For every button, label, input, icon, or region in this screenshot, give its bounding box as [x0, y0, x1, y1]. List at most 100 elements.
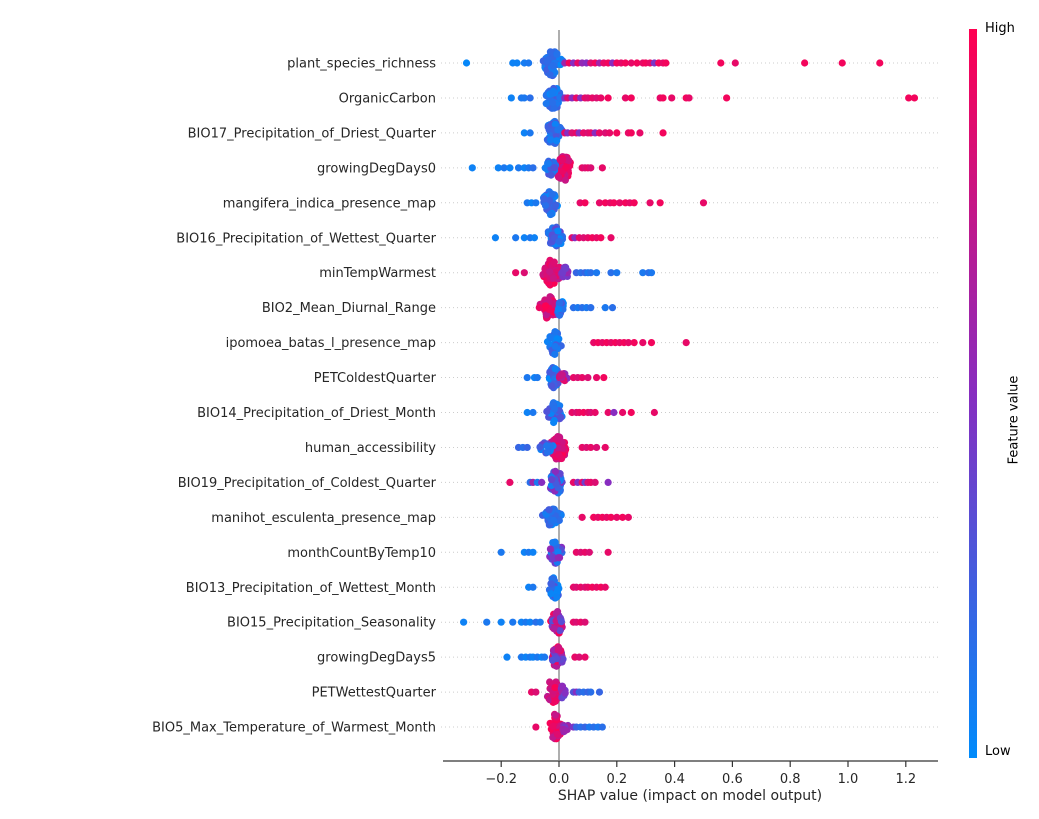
shap-dot	[595, 199, 604, 207]
shap-dot	[647, 339, 656, 347]
shap-dot	[562, 264, 570, 273]
shap-dot	[549, 516, 558, 525]
shap-dot	[587, 304, 595, 312]
shap-dot	[550, 259, 558, 267]
x-tick-label: 1.0	[838, 772, 859, 787]
shap-dot	[561, 726, 569, 735]
shap-dot	[549, 722, 557, 730]
shap-dot	[723, 94, 731, 102]
shap-dot	[610, 408, 618, 417]
feature-label: growingDegDays5	[317, 651, 436, 666]
x-tick-label: 0.2	[606, 772, 627, 787]
shap-dot	[538, 478, 546, 486]
shap-dot	[526, 618, 534, 626]
x-tick-label: 0.0	[549, 772, 570, 787]
shap-dot	[717, 59, 725, 67]
shap-dot	[618, 408, 627, 417]
shap-dot	[551, 538, 559, 546]
feature-label: BIO19_Precipitation_of_Coldest_Quarter	[178, 476, 437, 491]
shap-dot	[544, 159, 553, 168]
shap-dot	[546, 210, 555, 219]
shap-dot	[608, 304, 617, 312]
shap-dot	[633, 59, 641, 67]
shap-dot	[523, 373, 531, 382]
shap-dot	[597, 234, 605, 242]
shap-dot	[557, 618, 566, 626]
shap-dot	[601, 304, 609, 312]
shap-dot	[561, 689, 569, 697]
shap-dot	[523, 408, 531, 417]
shap-dot	[556, 299, 564, 307]
feature-label: manihot_esculenta_presence_map	[211, 511, 436, 526]
shap-dot	[838, 59, 846, 67]
shap-dot	[595, 688, 604, 696]
shap-dot	[627, 129, 635, 137]
shap-dot	[685, 94, 693, 102]
shap-dot	[598, 723, 606, 731]
shap-dot	[639, 339, 647, 347]
colorbar-high-label: High	[985, 21, 1015, 36]
feature-label: OrganicCarbon	[339, 91, 436, 106]
shap-dot	[581, 618, 589, 626]
shap-dot	[550, 163, 559, 172]
shap-dot	[552, 609, 560, 618]
shap-dot	[512, 269, 520, 277]
shap-dot	[536, 443, 544, 451]
shap-dot	[540, 195, 548, 203]
shap-dot	[500, 164, 508, 172]
x-tick-label: −0.2	[485, 772, 517, 787]
shap-dot	[548, 98, 557, 107]
shap-dot	[639, 269, 647, 277]
shap-dot	[604, 478, 612, 486]
shap-dot	[546, 268, 554, 276]
shap-dot	[530, 234, 539, 242]
shap-dot	[460, 618, 468, 626]
shap-dot	[578, 513, 586, 521]
shap-dot	[587, 443, 595, 452]
shap-dot	[801, 59, 809, 67]
shap-dot	[592, 443, 601, 452]
shap-dot	[547, 476, 556, 484]
feature-label: growingDegDays0	[317, 161, 436, 176]
shap-dot	[592, 269, 601, 277]
shap-dot	[520, 269, 528, 277]
shap-dot	[551, 328, 559, 336]
shap-dot	[624, 513, 632, 521]
shap-dot	[905, 94, 913, 102]
shap-dot	[553, 335, 561, 343]
shap-dot	[520, 129, 528, 137]
shap-dot	[551, 350, 559, 358]
shap-dot	[550, 405, 558, 413]
shap-dot	[627, 94, 635, 102]
shap-dot	[910, 94, 919, 102]
shap-dot	[607, 269, 615, 277]
shap-dot	[591, 478, 599, 486]
shap-dot	[682, 339, 690, 347]
shap-dot	[547, 171, 555, 179]
shap-dot	[553, 137, 561, 145]
shap-dot	[587, 269, 595, 277]
colorbar-title: Feature value	[1006, 375, 1022, 465]
shap-dot	[548, 190, 556, 199]
shap-dot	[613, 269, 621, 277]
shap-dot	[546, 136, 555, 144]
shap-dot	[551, 201, 560, 209]
shap-dot	[541, 201, 550, 210]
shap-dot	[554, 548, 562, 556]
shap-dot	[550, 104, 558, 112]
feature-label: mangifera_indica_presence_map	[223, 196, 436, 211]
feature-label: PETColdestQuarter	[314, 371, 437, 386]
shap-dot	[555, 173, 563, 181]
x-tick-label: 1.2	[895, 772, 916, 787]
shap-dot	[562, 163, 570, 171]
shap-dot	[553, 593, 561, 601]
feature-label: human_accessibility	[305, 441, 436, 456]
shap-dot	[668, 94, 676, 102]
shap-dot	[627, 408, 635, 417]
shap-dot	[605, 129, 614, 137]
shap-dot	[535, 304, 543, 312]
shap-dot	[607, 234, 615, 242]
shap-dot	[554, 585, 562, 593]
shap-dot	[557, 413, 565, 422]
shap-dot	[551, 697, 559, 706]
